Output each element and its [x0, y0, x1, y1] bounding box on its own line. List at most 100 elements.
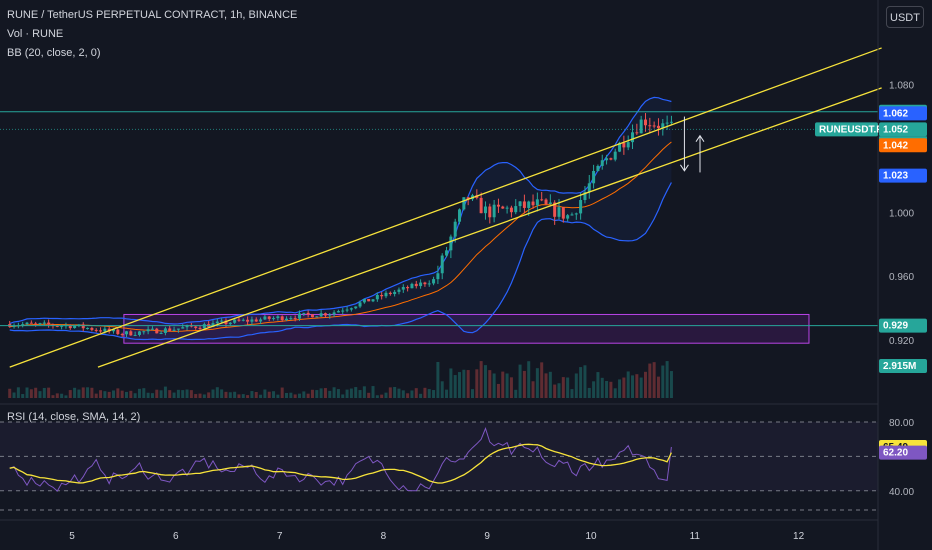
- candle-body: [163, 328, 167, 333]
- candle-150: [656, 118, 660, 136]
- candle-body: [29, 322, 33, 324]
- volume-bar-119: [522, 370, 526, 398]
- volume-bar-59: [263, 389, 267, 398]
- volume-bar-147: [643, 371, 647, 398]
- price-label-bb_upper-1: 1.062: [883, 108, 908, 119]
- candle-body: [55, 325, 59, 327]
- candle-body: [272, 318, 276, 320]
- volume-bar-82: [362, 386, 366, 398]
- candle-body: [150, 328, 154, 330]
- candles-layer: [8, 113, 673, 338]
- candle-body: [47, 322, 51, 325]
- volume-bar-24: [112, 390, 116, 398]
- candle-130: [570, 212, 574, 216]
- candle-body: [38, 323, 42, 325]
- candle-body: [648, 125, 652, 127]
- candle-9: [47, 319, 51, 328]
- candle-body: [505, 207, 509, 209]
- volume-bar-140: [613, 388, 617, 398]
- candle-152: [665, 115, 669, 130]
- volume-bar-18: [86, 387, 90, 398]
- candle-8: [42, 320, 46, 326]
- candle-151: [661, 119, 665, 136]
- x-tick-label-1: 6: [173, 531, 179, 542]
- candle-33: [150, 326, 154, 331]
- bb-legend[interactable]: BB (20, close, 2, 0): [7, 47, 101, 59]
- candle-body: [168, 328, 172, 331]
- volume-bar-68: [302, 391, 306, 398]
- rsi-ma-value-label-bg: [879, 445, 927, 460]
- candle-110: [483, 201, 487, 220]
- volume-bar-39: [176, 389, 180, 398]
- volume-bar-11: [55, 393, 59, 398]
- candle-0: [8, 320, 12, 328]
- volume-bar-143: [626, 371, 630, 398]
- volume-bar-103: [453, 375, 457, 398]
- candle-36: [163, 326, 167, 336]
- candle-body: [462, 197, 466, 210]
- candle-body: [297, 313, 301, 319]
- candle-body: [605, 158, 609, 161]
- candle-68: [302, 312, 306, 317]
- volume-bar-9: [47, 387, 51, 398]
- candle-89: [393, 289, 397, 297]
- price-label-bb_basis-5: 1.042: [883, 140, 908, 151]
- candle-body: [371, 299, 375, 302]
- volume-bar-124: [544, 373, 548, 398]
- candle-body: [622, 142, 626, 148]
- volume-bar-14: [68, 390, 72, 398]
- candle-body: [120, 334, 124, 336]
- volume-bar-102: [449, 368, 453, 398]
- candle-body: [609, 158, 613, 160]
- candle-54: [241, 318, 245, 322]
- candle-body: [345, 309, 349, 311]
- candle-body: [12, 325, 16, 327]
- volume-legend[interactable]: Vol · RUNE: [7, 28, 64, 40]
- candle-19: [90, 326, 94, 332]
- volume-bar-67: [297, 393, 301, 398]
- candle-body: [427, 283, 431, 285]
- volume-bar-116: [509, 377, 513, 398]
- volume-bar-37: [168, 390, 172, 398]
- candle-body: [129, 331, 133, 336]
- candle-66: [293, 315, 297, 322]
- rsi-legend[interactable]: RSI (14, close, SMA, 14, 2): [7, 411, 141, 423]
- candle-body: [613, 151, 617, 160]
- volume-bar-128: [561, 377, 565, 398]
- candle-125: [548, 194, 552, 205]
- candle-76: [336, 309, 340, 313]
- y-tick-label-2: 0.960: [889, 272, 914, 283]
- candle-body: [354, 306, 358, 309]
- candle-body: [276, 316, 280, 319]
- candle-body: [432, 279, 436, 284]
- currency-button[interactable]: USDT: [886, 6, 924, 28]
- candle-71: [315, 316, 319, 318]
- volume-bar-86: [380, 394, 384, 398]
- candle-body: [94, 329, 98, 331]
- candle-body: [349, 308, 353, 310]
- candle-body: [267, 316, 271, 319]
- volume-bar-90: [397, 388, 401, 398]
- candle-body: [479, 197, 483, 214]
- candle-body: [336, 311, 340, 313]
- channel-line-1: [97, 87, 882, 368]
- candle-70: [310, 314, 314, 318]
- candle-body: [112, 329, 116, 332]
- volume-bar-66: [293, 394, 297, 398]
- volume-bar-104: [458, 372, 462, 398]
- volume-bar-6: [34, 387, 38, 398]
- volume-bar-146: [639, 377, 643, 398]
- candle-body: [302, 312, 306, 314]
- candle-103: [453, 218, 457, 243]
- volume-bar-110: [483, 365, 487, 398]
- candle-body: [358, 302, 362, 307]
- candle-body: [328, 314, 332, 316]
- volume-bar-129: [566, 377, 570, 398]
- candle-93: [410, 282, 414, 289]
- candle-56: [250, 316, 254, 325]
- candle-body: [285, 318, 289, 321]
- volume-bar-40: [181, 390, 185, 398]
- volume-bar-81: [358, 390, 362, 398]
